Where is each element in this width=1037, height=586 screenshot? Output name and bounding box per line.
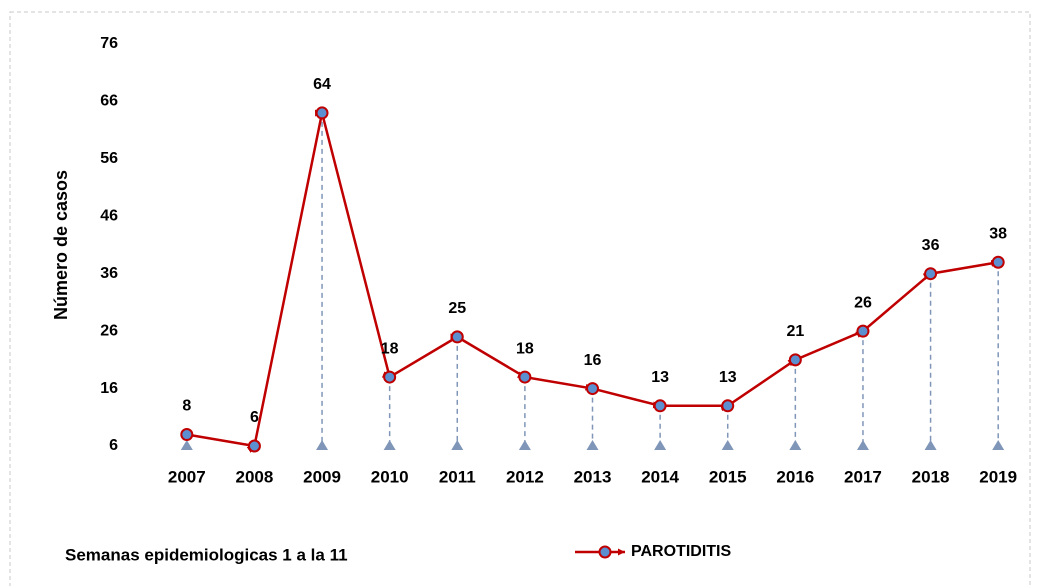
x-tick-label: 2010 [371,467,409,486]
x-tick-label: 2014 [641,467,679,486]
data-label: 8 [182,398,191,415]
data-label: 26 [854,294,872,311]
x-tick-label: 2008 [236,467,274,486]
point [518,370,532,384]
data-label: 64 [313,76,331,93]
data-label: 16 [584,352,602,369]
drop-base [992,440,1005,450]
point [180,428,194,442]
data-label: 36 [922,237,940,254]
x-tick-label: 2017 [844,467,882,486]
drop-base [924,440,937,450]
x-tick-label: 2013 [574,467,612,486]
legend-marker [598,545,612,559]
chart-border [9,11,1031,586]
drop-base [856,440,869,450]
data-label: 18 [381,340,399,357]
x-tick-label: 2009 [303,467,341,486]
drop-base [721,440,734,450]
x-tick-label: 2018 [912,467,950,486]
series-line [186,109,999,453]
y-tick-label: 46 [100,208,118,225]
data-label: 25 [448,300,466,317]
data-label: 38 [989,225,1007,242]
data-label: 21 [786,323,804,340]
point [450,330,464,344]
data-label: 18 [516,340,534,357]
drop-base [383,440,396,450]
y-tick-label: 6 [109,437,118,454]
x-tick-label: 2012 [506,467,544,486]
point [788,353,802,367]
point [383,370,397,384]
x-tick-label: 2007 [168,467,206,486]
point [653,399,667,413]
y-tick-label: 36 [100,265,118,282]
drop-base [316,440,329,450]
data-label: 13 [719,369,737,386]
point [315,106,329,120]
drop-base [586,440,599,450]
drop-base [180,440,193,450]
y-axis-title: Número de casos [51,170,71,320]
y-tick-label: 26 [100,322,118,339]
drop-base [654,440,667,450]
data-label: 13 [651,369,669,386]
x-tick-label: 2011 [439,467,476,486]
x-tick-label: 2015 [709,467,747,486]
point [586,382,599,396]
point [247,439,261,453]
legend-label: PAROTIDITIS [631,543,731,560]
x-tick-label: 2019 [979,467,1017,486]
point [856,324,870,338]
y-tick-label: 66 [100,93,118,110]
point [721,399,735,413]
y-tick-label: 76 [100,35,118,52]
y-tick-label: 16 [100,380,118,397]
x-tick-label: 2016 [776,467,814,486]
y-tick-label: 56 [100,150,118,167]
drop-base [451,440,464,450]
annotation: Semanas epidemiologicas 1 a la 11 [65,545,348,564]
point [991,255,1005,269]
drop-base [518,440,531,450]
point [924,267,938,281]
data-label: 6 [250,409,259,426]
drop-base [789,440,802,450]
